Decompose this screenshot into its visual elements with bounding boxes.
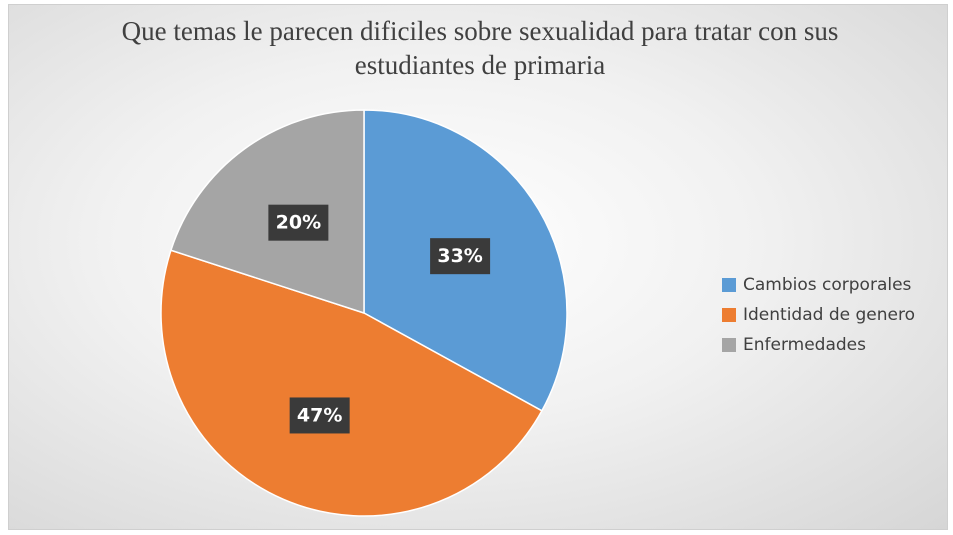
pie-slice — [169, 109, 365, 315]
data-label: 33% — [437, 245, 482, 267]
pie-slice — [160, 249, 543, 517]
legend-label: Enfermedades — [743, 335, 866, 355]
label-box — [268, 204, 329, 241]
legend-label: Identidad de genero — [743, 305, 915, 325]
legend-swatch — [722, 278, 736, 292]
legend-label: Cambios corporales — [743, 275, 912, 295]
data-label: 47% — [297, 404, 342, 426]
legend-swatch — [722, 338, 736, 352]
label-box — [289, 397, 350, 434]
chart-title: Que temas le parecen dificiles sobre sex… — [121, 16, 839, 80]
data-label: 20% — [276, 212, 321, 234]
legend-swatch — [722, 308, 736, 322]
label-box — [430, 238, 491, 275]
